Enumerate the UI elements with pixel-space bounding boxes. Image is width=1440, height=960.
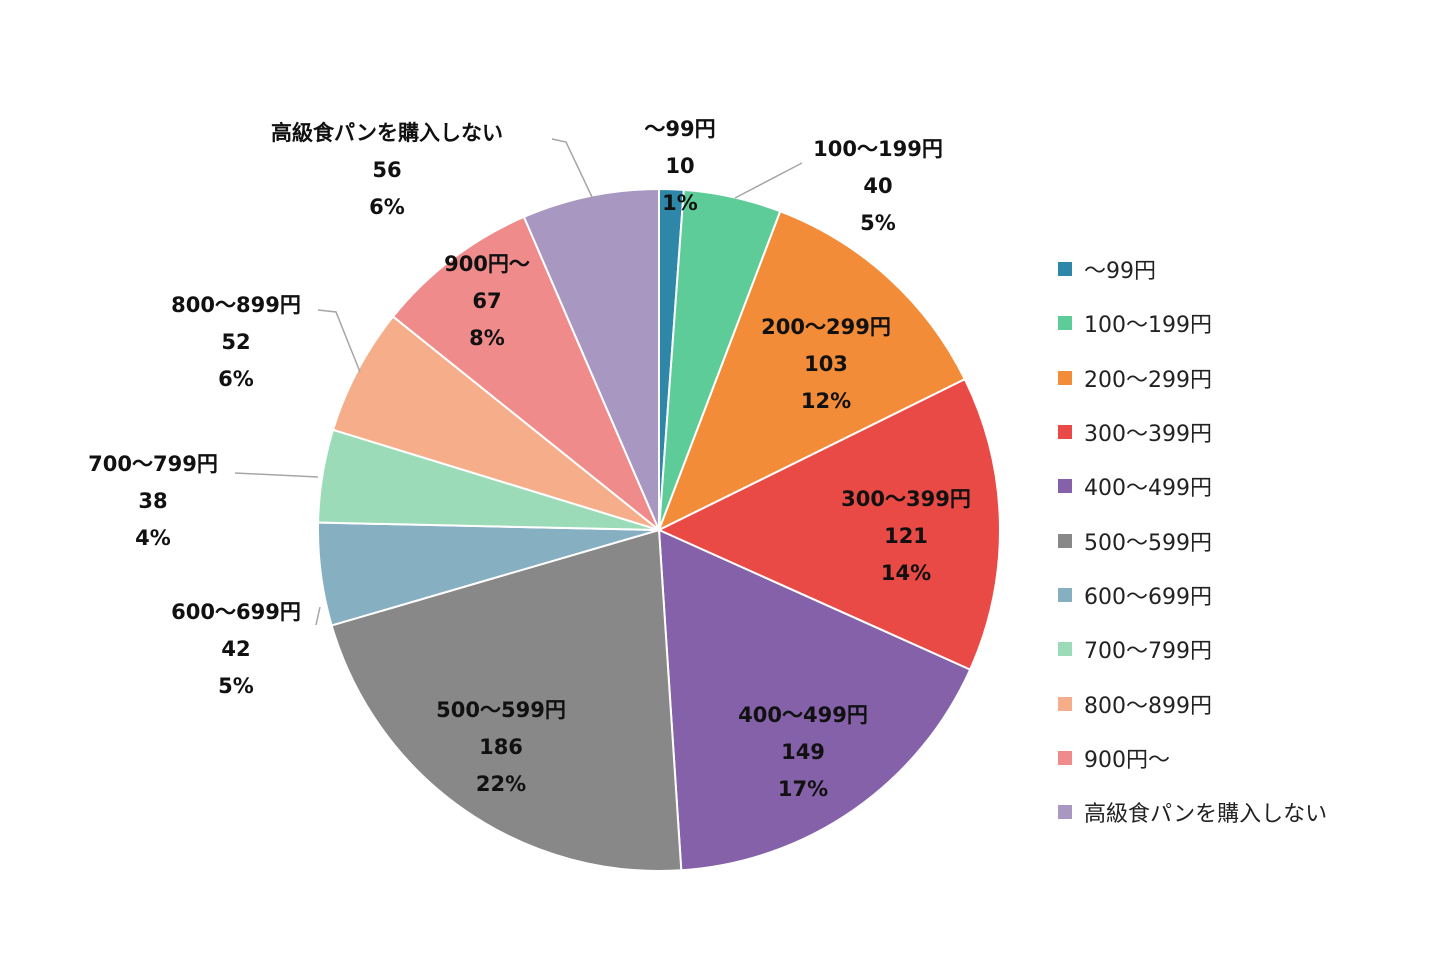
data-label-value: 10 — [665, 154, 694, 178]
data-label-percent: 12% — [801, 389, 851, 413]
legend-swatch — [1058, 316, 1072, 331]
data-label-category: 600～699円 — [171, 600, 301, 624]
data-label-category: 400～499円 — [738, 703, 868, 727]
data-label-percent: 8% — [469, 326, 505, 350]
legend-item: 900円～ — [1058, 731, 1418, 785]
data-label-category: ～99円 — [644, 117, 715, 141]
legend-item: 200～299円 — [1058, 351, 1418, 405]
legend-label: 300～399円 — [1084, 422, 1212, 448]
data-label-category: 300～399円 — [841, 487, 971, 511]
legend-swatch — [1058, 425, 1072, 440]
legend-swatch — [1058, 696, 1072, 711]
legend-item: ～99円 — [1058, 242, 1418, 296]
data-label-value: 103 — [804, 352, 848, 376]
legend-swatch — [1058, 262, 1072, 277]
data-label-category: 500～599円 — [436, 698, 566, 722]
legend-label: 200～299円 — [1084, 367, 1212, 393]
legend-swatch — [1058, 805, 1072, 820]
legend-item: 300～399円 — [1058, 405, 1418, 459]
legend: ～99円 100～199円 200～299円 300～399円 400～499円 500～… — [1058, 242, 1418, 839]
legend-item: 600～699円 — [1058, 568, 1418, 622]
pie-slice — [331, 315, 660, 531]
pie-slice — [657, 528, 972, 872]
legend-swatch — [1058, 533, 1072, 548]
legend-label: ～99円 — [1084, 259, 1156, 285]
legend-swatch — [1058, 370, 1072, 385]
leader-line — [551, 138, 593, 198]
data-label-percent: 22% — [476, 772, 526, 796]
pie-slice — [391, 215, 660, 531]
data-label-value: 121 — [884, 524, 928, 548]
data-label-percent: 17% — [778, 777, 828, 801]
legend-label: 500～599円 — [1084, 530, 1212, 556]
data-label-value: 67 — [472, 289, 501, 313]
legend-label: 400～499円 — [1084, 476, 1212, 502]
data-label-percent: 6% — [369, 195, 405, 219]
pie-slice — [522, 187, 660, 531]
leader-line — [315, 606, 321, 626]
data-label-percent: 4% — [135, 526, 171, 550]
data-label-percent: 5% — [860, 211, 896, 235]
data-label-value: 52 — [221, 330, 250, 354]
legend-item: 100～199円 — [1058, 296, 1418, 350]
leader-line — [234, 472, 319, 478]
data-label-value: 56 — [372, 158, 401, 182]
pie-slice — [330, 528, 683, 872]
legend-item: 400～499円 — [1058, 459, 1418, 513]
legend-swatch — [1058, 587, 1072, 602]
legend-label: 高級食パンを購入しない — [1084, 802, 1328, 828]
data-label-category: 900円～ — [444, 252, 530, 276]
legend-swatch — [1058, 750, 1072, 765]
legend-swatch — [1058, 479, 1072, 494]
data-label-percent: 1% — [662, 191, 698, 215]
data-label-category: 200～299円 — [761, 315, 891, 339]
data-label-value: 42 — [221, 637, 250, 661]
data-label-category: 高級食パンを購入しない — [271, 121, 503, 145]
legend-item: 500～599円 — [1058, 513, 1418, 567]
data-label-category: 800～899円 — [171, 293, 301, 317]
data-label-category: 700～799円 — [88, 452, 218, 476]
legend-item: 700～799円 — [1058, 622, 1418, 676]
pie-slice — [657, 209, 967, 533]
data-label-category: 100～199円 — [813, 137, 943, 161]
legend-label: 600～699円 — [1084, 584, 1212, 610]
data-label-percent: 14% — [881, 561, 931, 585]
legend-label: 100～199円 — [1084, 313, 1212, 339]
data-label-percent: 5% — [218, 674, 254, 698]
leader-line — [317, 309, 361, 373]
pie-slice — [656, 377, 1001, 671]
legend-item: 高級食パンを購入しない — [1058, 785, 1418, 839]
legend-label: 700～799円 — [1084, 639, 1212, 665]
leader-line — [734, 162, 803, 199]
data-label-value: 40 — [863, 174, 892, 198]
data-label-value: 149 — [781, 740, 825, 764]
legend-label: 900円～ — [1084, 747, 1170, 773]
data-label-percent: 6% — [218, 367, 254, 391]
legend-label: 800～899円 — [1084, 693, 1212, 719]
data-label-value: 38 — [138, 489, 167, 513]
legend-swatch — [1058, 642, 1072, 657]
legend-item: 800～899円 — [1058, 676, 1418, 730]
data-label-value: 186 — [479, 735, 523, 759]
